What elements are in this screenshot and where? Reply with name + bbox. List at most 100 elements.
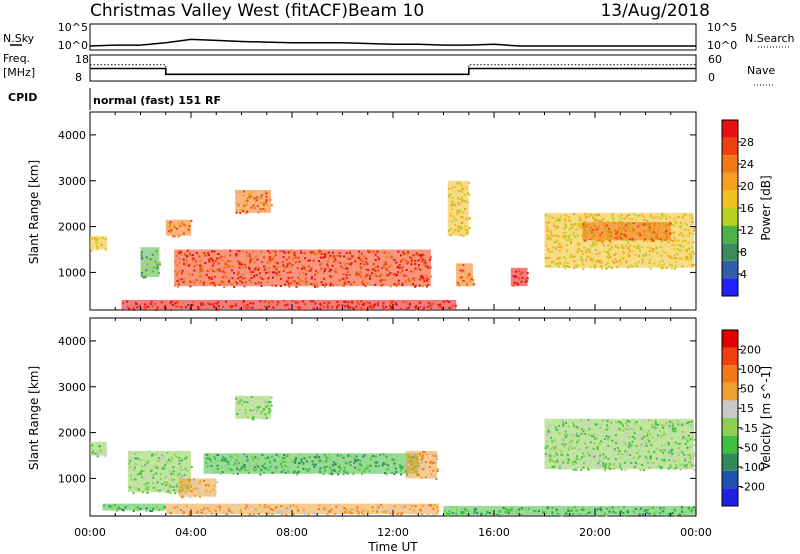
scatter-point <box>463 200 466 203</box>
scatter-point <box>577 435 580 437</box>
scatter-point <box>561 439 564 442</box>
colorbar-swatch <box>722 330 738 348</box>
scatter-point <box>400 512 403 515</box>
scatter-point <box>582 451 585 454</box>
noise-tick-high-right: 10^5 <box>707 21 737 34</box>
scatter-point <box>473 511 476 514</box>
scatter-point <box>656 216 659 218</box>
scatter-point <box>652 216 655 219</box>
scatter-point <box>231 305 234 308</box>
scatter-point <box>360 300 363 303</box>
scatter-point <box>279 250 282 253</box>
scatter-point <box>360 252 363 255</box>
scatter-point <box>662 424 665 427</box>
scatter-point <box>259 208 262 211</box>
scatter-point <box>249 256 252 259</box>
scatter-point <box>287 470 290 473</box>
scatter-point <box>356 507 359 510</box>
scatter-point <box>235 281 237 283</box>
scatter-point <box>390 256 393 259</box>
scatter-point <box>646 511 649 514</box>
scatter-point <box>265 417 268 420</box>
scatter-point <box>188 478 191 481</box>
scatter-point <box>385 268 388 271</box>
scatter-point <box>242 210 245 212</box>
scatter-point <box>156 481 159 484</box>
scatter-point <box>327 266 330 269</box>
scatter-point <box>212 270 215 273</box>
scatter-point <box>199 265 202 268</box>
scatter-point <box>332 469 335 472</box>
scatter-point <box>400 468 403 471</box>
scatter-point <box>574 468 577 471</box>
scatter-point <box>339 463 342 466</box>
scatter-point <box>451 202 453 204</box>
scatter-point <box>303 252 306 255</box>
scatter-point <box>275 453 278 456</box>
scatter-point <box>355 459 358 462</box>
scatter-point <box>681 510 683 513</box>
scatter-point <box>209 490 212 493</box>
scatter-point <box>687 229 690 232</box>
scatter-point <box>325 459 328 462</box>
scatter-point <box>626 247 629 250</box>
scatter-point <box>613 254 616 257</box>
scatter-point <box>285 258 288 261</box>
scatter-point <box>129 458 132 461</box>
scatter-point <box>693 252 696 255</box>
scatter-point <box>193 265 196 268</box>
scatter-point <box>619 428 622 431</box>
scatter-point <box>250 281 253 284</box>
scatter-point <box>169 224 171 227</box>
scatter-point <box>164 457 167 460</box>
scatter-point <box>362 509 365 512</box>
scatter-point <box>244 265 247 267</box>
scatter-point <box>662 251 665 254</box>
scatter-point <box>659 512 662 514</box>
scatter-point <box>427 283 430 286</box>
scatter-point <box>335 271 338 274</box>
scatter-point <box>384 279 387 282</box>
scatter-point <box>653 513 656 516</box>
scatter-point <box>246 456 249 459</box>
scatter-point <box>439 306 442 308</box>
scatter-point <box>545 454 548 457</box>
scatter-point <box>176 474 179 477</box>
scatter-point <box>199 279 202 282</box>
scatter-point <box>520 280 523 283</box>
scatter-point <box>466 284 469 287</box>
scatter-point <box>232 504 235 507</box>
scatter-point <box>275 267 278 270</box>
scatter-point <box>290 460 293 463</box>
scatter-point <box>691 436 694 439</box>
scatter-point <box>459 276 462 279</box>
scatter-point <box>271 300 274 303</box>
scatter-point <box>461 216 464 219</box>
scatter-point <box>407 278 410 281</box>
scatter-point <box>466 229 469 232</box>
scatter-point <box>179 234 182 237</box>
scatter-point <box>359 459 362 462</box>
scatter-point <box>630 462 633 464</box>
scatter-point <box>686 446 689 449</box>
scatter-point <box>282 469 285 472</box>
scatter-point <box>666 421 669 424</box>
scatter-point <box>420 257 423 259</box>
scatter-point <box>612 261 615 264</box>
scatter-point <box>133 309 136 311</box>
scatter-point <box>195 252 198 254</box>
scatter-point <box>361 472 363 475</box>
scatter-point <box>303 511 306 514</box>
scatter-point <box>435 478 438 480</box>
scatter-point <box>630 444 633 447</box>
scatter-point <box>656 423 659 426</box>
colorbar-swatch <box>722 488 738 506</box>
scatter-point <box>563 264 566 267</box>
scatter-point <box>422 278 425 281</box>
scatter-point <box>239 399 242 402</box>
scatter-point <box>334 462 337 465</box>
scatter-point <box>326 304 329 307</box>
scatter-point <box>532 510 535 513</box>
scatter-point <box>574 228 577 231</box>
scatter-point <box>592 228 595 231</box>
